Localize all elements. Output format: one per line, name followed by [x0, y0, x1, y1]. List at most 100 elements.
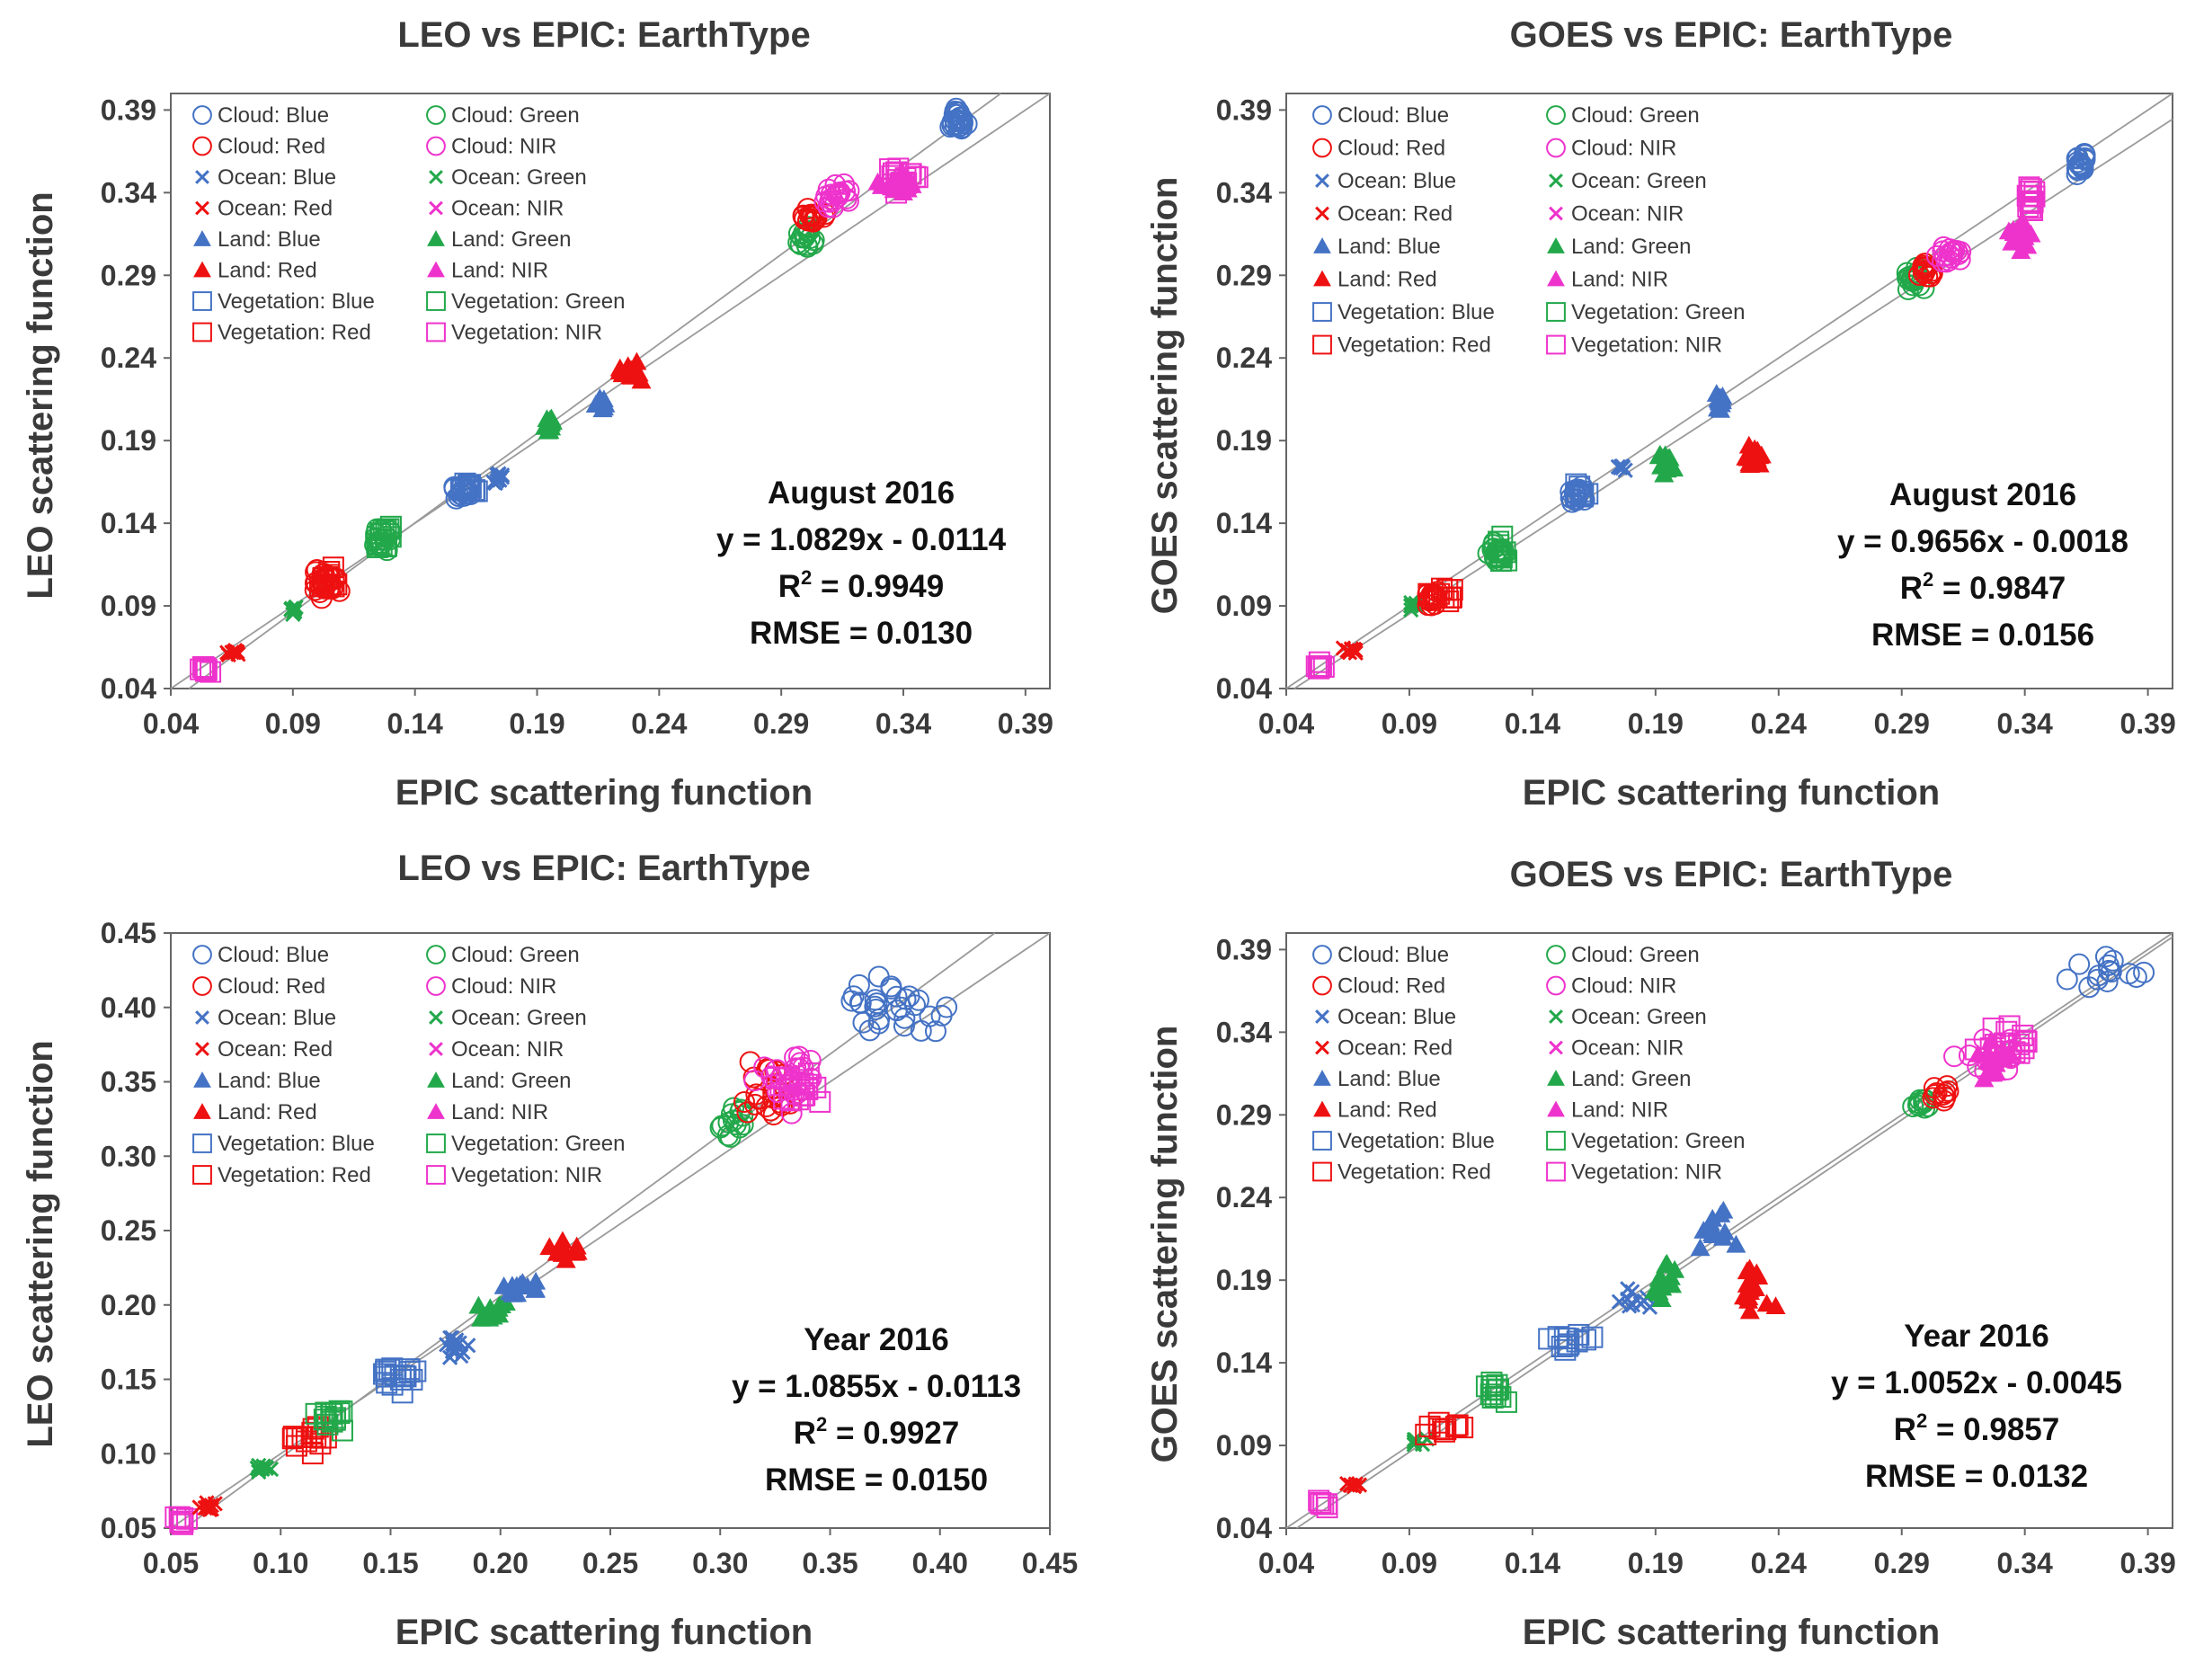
- cloud-blue-point: [858, 1019, 881, 1042]
- cloud-red-point: [793, 208, 815, 230]
- x-tick-label: 0.14: [387, 707, 443, 740]
- vegetation-red-point: [281, 1427, 304, 1450]
- legend-label: Vegetation: NIR: [451, 1163, 602, 1187]
- r2-label: R: [794, 1416, 816, 1451]
- cloud-blue-point: [955, 112, 978, 135]
- cloud-blue-point: [2066, 159, 2089, 182]
- legend-marker: [1547, 237, 1565, 253]
- x-tick-label: 0.35: [802, 1547, 858, 1579]
- land-blue-point: [512, 1273, 533, 1291]
- legend-marker: [429, 1010, 443, 1025]
- cloud-red-point: [745, 1083, 768, 1106]
- vegetation-nir-point: [1315, 1493, 1337, 1516]
- legend-label: Vegetation: Green: [451, 289, 625, 314]
- x-tick-label: 0.29: [753, 707, 809, 740]
- ocean-blue-point: [489, 473, 505, 489]
- land-green-point: [488, 1298, 509, 1317]
- legend-marker: [1549, 173, 1563, 188]
- ocean-red-point: [1343, 641, 1360, 657]
- land-blue-point: [587, 394, 608, 413]
- legend-label: Vegetation: Blue: [218, 289, 375, 314]
- tick-labels: 0.040.04 0.09 0.09 0.14 0.14 0.19 0.19 0.24 0.24…: [1216, 93, 2176, 740]
- cloud-blue-point: [919, 1005, 941, 1027]
- legend-label: Land: Red: [1337, 268, 1437, 292]
- x-tick-label: 0.04: [143, 707, 199, 740]
- stats-r-squared: R2 = 0.9949: [778, 566, 944, 604]
- y-axis-label: LEO scattering function: [21, 191, 60, 599]
- y-tick-label: 0.29: [1216, 1098, 1272, 1131]
- y-axis-label: GOES scattering function: [1145, 177, 1185, 615]
- legend-marker: [429, 170, 443, 184]
- land-blue-point: [493, 1276, 514, 1294]
- vegetation-nir-point: [780, 1089, 803, 1112]
- stats-equation: y = 1.0855x - 0.0113: [732, 1369, 1021, 1404]
- cloud-blue-point: [866, 992, 888, 1015]
- x-tick-label: 0.24: [631, 707, 687, 740]
- legend-marker: [1546, 334, 1566, 355]
- legend-marker: [1312, 105, 1332, 125]
- vegetation-green-point: [379, 515, 402, 538]
- legend-marker: [193, 230, 211, 246]
- chart-goes-vs-epic-august: GOES vs EPIC: EarthType 0.040.04 0.09 0.09…: [1145, 15, 2176, 813]
- vegetation-blue-point: [449, 478, 472, 501]
- stats-equation: y = 0.9656x - 0.0018: [1837, 524, 2128, 559]
- stats-box: Year 2016 y = 1.0855x - 0.0113 R2 = 0.99…: [732, 1322, 1021, 1498]
- legend-label: Land: Red: [218, 1100, 317, 1124]
- x-tick-label: 0.19: [509, 707, 564, 740]
- land-blue-point: [1702, 1225, 1723, 1243]
- x-tick-label: 0.39: [2119, 707, 2175, 740]
- x-tick-label: 0.29: [1874, 707, 1930, 740]
- legend-label: Land: Blue: [1337, 1067, 1441, 1091]
- y-tick-label: 0.04: [1216, 672, 1272, 705]
- x-tick-label: 0.39: [998, 707, 1053, 740]
- vegetation-nir-point: [176, 1507, 199, 1530]
- x-tick-label: 0.19: [1628, 1547, 1684, 1579]
- vegetation-blue-point: [1557, 1335, 1579, 1357]
- legend-label: Cloud: Green: [451, 943, 580, 967]
- legend-label: Land: NIR: [451, 259, 548, 283]
- vegetation-blue-point: [463, 480, 485, 502]
- vegetation-nir-point: [1310, 1491, 1332, 1514]
- vegetation-red-point: [309, 575, 332, 598]
- y-tick-label: 0.39: [101, 93, 156, 126]
- cloud-blue-point: [842, 985, 865, 1008]
- vegetation-nir-point: [2015, 1030, 2038, 1053]
- vegetation-green-point: [324, 1409, 346, 1431]
- legend-label: Cloud: Red: [218, 135, 325, 159]
- land-blue-point: [525, 1280, 546, 1298]
- legend-marker: [1546, 1161, 1566, 1182]
- legend-label: Land: Green: [451, 227, 571, 252]
- vegetation-nir-point: [194, 658, 217, 680]
- legend-label: Vegetation: Green: [1571, 300, 1745, 324]
- cloud-red-point: [733, 1091, 756, 1114]
- legend-marker: [195, 170, 209, 184]
- legend-marker: [429, 1042, 443, 1056]
- y-tick-label: 0.24: [101, 342, 156, 374]
- tick-labels: 0.050.05 0.10 0.10 0.15 0.15 0.20 0.20 0.25 0.25…: [101, 917, 1078, 1579]
- chart-leo-vs-epic-year: LEO vs EPIC: EarthType 0.050.050.100.100…: [21, 849, 1078, 1652]
- legend-marker: [1313, 270, 1331, 287]
- panel-leo-august: LEO vs EPIC: EarthType 0.04 0.04 0.09 0.09 0…: [0, 0, 1098, 840]
- ocean-blue-point: [1611, 1293, 1628, 1310]
- y-tick-label: 0.45: [101, 917, 156, 949]
- cloud-nir-point: [1943, 1045, 1966, 1068]
- ocean-green-point: [262, 1461, 280, 1478]
- legend-label: Vegetation: Blue: [1337, 1129, 1495, 1153]
- plot-axes: [1279, 93, 2173, 696]
- land-green-point: [1652, 1270, 1673, 1289]
- legend: Cloud: Blue Cloud: Green Cloud: Red Cloud: …: [1312, 103, 1745, 358]
- x-tick-label: 0.09: [1382, 707, 1437, 740]
- vegetation-nir-point: [2021, 190, 2043, 212]
- y-tick-label: 0.14: [1216, 507, 1272, 539]
- y-tick-label: 0.09: [1216, 1429, 1272, 1462]
- legend-marker: [195, 1010, 209, 1025]
- legend-marker: [192, 291, 212, 311]
- y-tick-label: 0.24: [1216, 1181, 1272, 1213]
- legend-marker: [426, 322, 446, 342]
- vegetation-green-point: [1481, 1375, 1504, 1398]
- vegetation-green-point: [1489, 546, 1512, 568]
- plot-frame: [170, 93, 1051, 689]
- legend-marker: [1312, 975, 1332, 996]
- plot-frame: [1285, 93, 2173, 689]
- ocean-blue-point: [1620, 1281, 1636, 1297]
